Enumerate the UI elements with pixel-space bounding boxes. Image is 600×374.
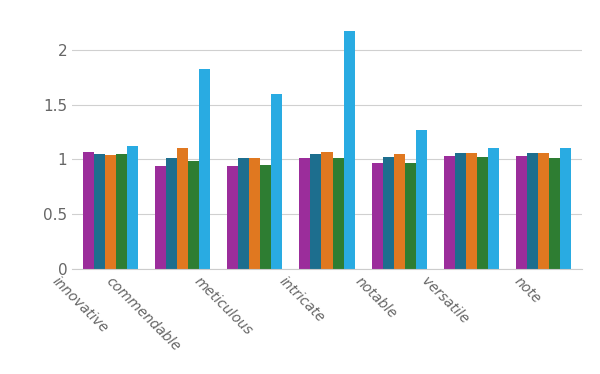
Bar	[188, 160, 199, 269]
Bar	[249, 158, 260, 269]
Bar	[527, 153, 538, 269]
Bar	[177, 148, 188, 269]
Bar	[238, 158, 249, 269]
Bar	[416, 130, 427, 269]
Bar	[271, 94, 283, 269]
Bar	[405, 163, 416, 269]
Bar	[332, 158, 344, 269]
Bar	[105, 155, 116, 269]
Bar	[166, 158, 177, 269]
Bar	[260, 165, 271, 269]
Bar	[488, 148, 499, 269]
Bar	[383, 157, 394, 269]
Bar	[466, 153, 477, 269]
Bar	[394, 154, 405, 269]
Bar	[94, 154, 105, 269]
Bar	[371, 163, 383, 269]
Bar	[199, 70, 210, 269]
Bar	[310, 154, 322, 269]
Bar	[549, 158, 560, 269]
Bar	[83, 152, 94, 269]
Bar	[299, 158, 310, 269]
Bar	[560, 148, 571, 269]
Bar	[344, 31, 355, 269]
Bar	[444, 156, 455, 269]
Bar	[155, 166, 166, 269]
Bar	[538, 153, 549, 269]
Bar	[116, 154, 127, 269]
Bar	[516, 156, 527, 269]
Bar	[477, 157, 488, 269]
Bar	[455, 153, 466, 269]
Bar	[127, 146, 138, 269]
Bar	[322, 152, 332, 269]
Bar	[227, 166, 238, 269]
